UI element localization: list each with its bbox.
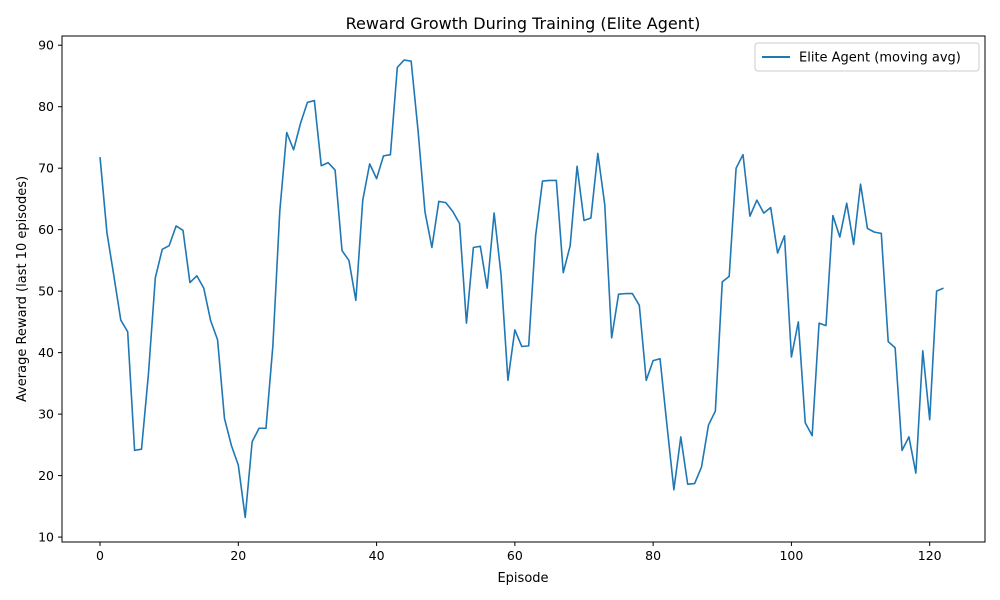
legend-label: Elite Agent (moving avg) — [799, 51, 961, 66]
y-tick-label: 70 — [38, 161, 54, 176]
x-tick-label: 40 — [369, 548, 385, 563]
y-axis: 10 20 30 40 50 60 70 80 90 — [38, 38, 62, 545]
y-tick-label: 90 — [38, 38, 54, 53]
y-tick-label: 20 — [38, 468, 54, 483]
x-tick-label: 60 — [507, 548, 523, 563]
series-line — [99, 59, 944, 519]
y-tick-label: 40 — [38, 345, 54, 360]
legend-box — [754, 42, 980, 72]
y-tick-label: 30 — [38, 407, 54, 422]
y-axis-label: Average Reward (last 10 episodes) — [15, 176, 30, 402]
x-tick-label: 80 — [645, 548, 661, 563]
legend: Elite Agent (moving avg) — [754, 42, 980, 72]
x-tick-label: 100 — [779, 548, 803, 563]
y-tick-label: 10 — [38, 530, 54, 545]
x-tick-label: 20 — [230, 548, 246, 563]
series-layer — [99, 59, 944, 519]
x-axis: 0 20 40 60 80 100 120 — [96, 542, 942, 563]
plot-area — [62, 36, 985, 542]
x-tick-label: 120 — [918, 548, 942, 563]
y-tick-label: 50 — [38, 284, 54, 299]
y-tick-label: 80 — [38, 99, 54, 114]
x-tick-label: 0 — [96, 548, 104, 563]
chart-title: Reward Growth During Training (Elite Age… — [346, 14, 701, 33]
x-axis-label: Episode — [497, 571, 548, 586]
plot-frame — [61, 35, 986, 543]
y-tick-label: 60 — [38, 222, 54, 237]
